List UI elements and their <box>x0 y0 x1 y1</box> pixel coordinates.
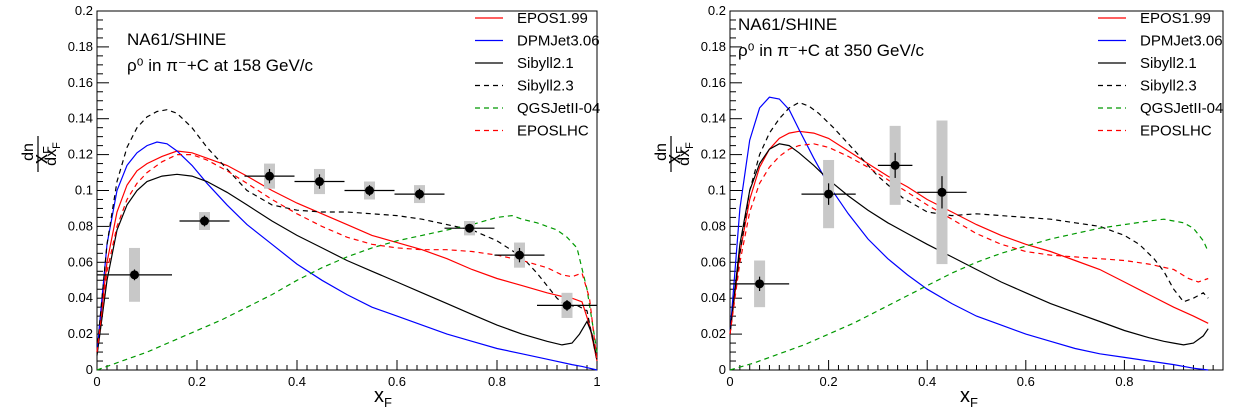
y-axis-title: xF <box>30 146 55 164</box>
measurement-points <box>97 163 597 318</box>
data-point <box>315 177 324 187</box>
series-line-epos1-99 <box>729 130 1209 335</box>
y-tick-label: 0.08 <box>68 218 93 233</box>
legend-label: EPOS1.99 <box>1140 10 1211 27</box>
x-tick-label: 0.6 <box>1017 374 1035 389</box>
x-tick-label: 0.4 <box>918 374 936 389</box>
y-tick-label: 0.18 <box>68 39 93 54</box>
y-tick-label: 0.2 <box>708 3 726 18</box>
series-line-sibyll2-3 <box>96 109 598 362</box>
y-axis-title-xf: x <box>30 154 52 164</box>
x-axis-title: xF <box>960 385 978 410</box>
y-tick-label: 0.14 <box>68 111 93 126</box>
data-point <box>265 171 274 181</box>
y-tick-label: 0.12 <box>68 147 93 162</box>
series-line-epos1-99 <box>96 150 598 362</box>
y-tick-label: 0.04 <box>701 290 726 305</box>
y-tick-label: 0.08 <box>701 218 726 233</box>
series-line-sibyll2-1 <box>729 143 1209 346</box>
x-tick-label: 0.4 <box>288 374 306 389</box>
legend-label: EPOS1.99 <box>517 10 588 27</box>
data-point <box>515 250 524 260</box>
axis-ticks: 0 0.2 0.4 0.6 0.8 0 0.02 0.04 0.06 0.08 0.1 0.12 0.1… <box>701 3 1224 389</box>
y-tick-label: 0.2 <box>75 3 93 18</box>
x-tick-label: 0.2 <box>820 374 838 389</box>
y-tick-label: 0.04 <box>68 290 93 305</box>
series-line-eposlhc <box>96 154 598 362</box>
y-axis-title-dxf: dxF <box>676 142 696 166</box>
legend-label: DPMJet3.06 <box>1140 33 1223 50</box>
legend: EPOS1.99 DPMJet3.06 Sibyll2.1 Sibyll2.3 QGSJ… <box>475 10 600 140</box>
model-curves <box>729 96 1209 371</box>
x-tick-label: 0.2 <box>188 374 206 389</box>
legend-label: EPOSLHC <box>517 123 589 140</box>
x-tick-label: 0 <box>726 374 733 389</box>
y-tick-label: 0.02 <box>68 326 93 341</box>
y-tick-label: 0.1 <box>708 183 726 198</box>
series-line-qgsjetii-04 <box>729 218 1209 371</box>
legend-label: DPMJet3.06 <box>517 33 600 50</box>
legend-label: QGSJetII-04 <box>1140 100 1223 117</box>
data-point <box>200 216 209 226</box>
y-axis-title-sub: F <box>40 146 55 154</box>
y-tick-label: 0.1 <box>75 183 93 198</box>
y-tick-label: 0.06 <box>68 254 93 269</box>
axis-ticks: 0 0.2 0.4 0.6 0.8 1 0 0.02 0.04 0.06 0.08 0.1 0.12 0.… <box>68 3 601 389</box>
legend-label: Sibyll2.3 <box>1140 78 1197 95</box>
series-line-qgsjetii-04 <box>96 214 598 371</box>
y-tick-label: 0.06 <box>701 254 726 269</box>
data-point <box>824 189 834 199</box>
legend-label: EPOSLHC <box>1140 123 1212 140</box>
y-axis-title-dn: dn <box>20 143 37 161</box>
y-tick-label: 0.16 <box>701 75 726 90</box>
data-point <box>562 300 572 310</box>
legend-label: QGSJetII-04 <box>517 100 600 117</box>
x-tick-label: 0 <box>93 374 100 389</box>
chart-subtitle: ρ⁰ in π⁻+C at 350 GeV/c <box>738 41 925 60</box>
y-tick-label: 0.14 <box>701 111 726 126</box>
series-line-dpmjet3-06 <box>96 141 598 371</box>
x-tick-label: 0.8 <box>488 374 506 389</box>
y-tick-label: 0.16 <box>68 75 93 90</box>
x-tick-label: 1 <box>593 374 600 389</box>
data-point <box>937 187 947 197</box>
series-line-eposlhc <box>729 143 1209 335</box>
data-point <box>890 160 900 170</box>
data-point <box>415 189 424 199</box>
y-tick-label: 0.18 <box>701 39 726 54</box>
y-axis-title-dxf: dxF <box>43 142 63 166</box>
data-point <box>365 186 374 195</box>
data-point <box>130 270 139 280</box>
data-point <box>755 279 765 289</box>
chart-panel-1: xF dn dxF xF 0 0.2 0.4 0.6 0.8 1 0 0.02 0.04 0.06… <box>20 3 601 410</box>
legend-label: Sibyll2.1 <box>517 55 574 72</box>
legend-label: Sibyll2.1 <box>1140 55 1197 72</box>
chart-panel-2: xF dn dxF xF 0 0.2 0.4 0.6 0.800.020.040.060… <box>653 3 1224 410</box>
data-point <box>465 223 474 233</box>
chart-subtitle: ρ⁰ in π⁻+C at 158 GeV/c <box>127 56 314 75</box>
y-tick-label: 0.02 <box>701 326 726 341</box>
model-curves <box>96 109 598 371</box>
measurement-points <box>730 120 967 308</box>
series-line-sibyll2-3 <box>729 101 1209 335</box>
x-tick-label: 0.6 <box>388 374 406 389</box>
x-tick-label: 0.8 <box>1115 374 1133 389</box>
y-tick-label: 0.12 <box>701 147 726 162</box>
y-tick-label: 0 <box>86 362 93 377</box>
series-line-dpmjet3-06 <box>729 96 1209 371</box>
series-line-sibyll2-1 <box>96 173 598 360</box>
legend: EPOS1.99 DPMJet3.06 Sibyll2.1 Sibyll2.3 QGSJ… <box>1098 10 1223 140</box>
y-tick-label: 0 <box>719 362 726 377</box>
y-axis-title-dn: dn <box>653 143 670 161</box>
chart-title: NA61/SHINE <box>738 15 837 34</box>
legend-label: Sibyll2.3 <box>517 78 574 95</box>
chart-title: NA61/SHINE <box>127 30 226 49</box>
